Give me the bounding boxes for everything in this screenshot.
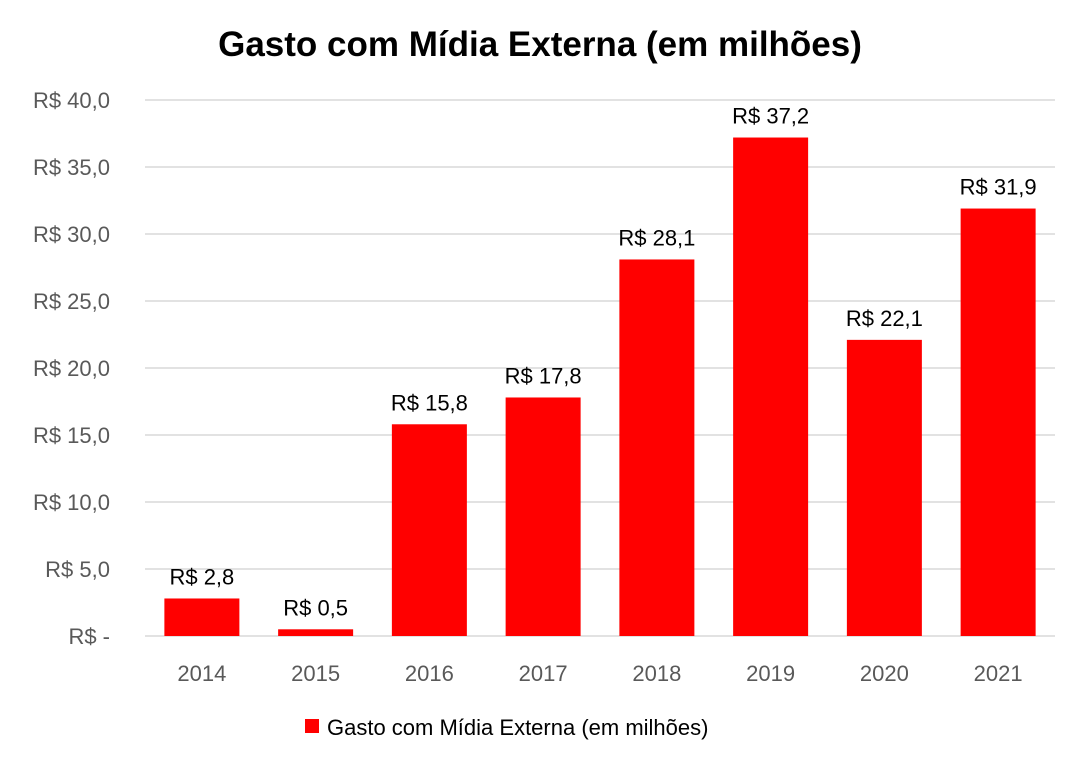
- x-tick-label: 2014: [177, 661, 226, 686]
- x-tick-label: 2017: [519, 661, 568, 686]
- y-tick-label: R$ 35,0: [33, 155, 110, 180]
- y-tick-label: R$ -: [68, 624, 110, 649]
- x-tick-label: 2016: [405, 661, 454, 686]
- data-label: R$ 28,1: [618, 225, 695, 250]
- x-tick-label: 2018: [632, 661, 681, 686]
- data-label: R$ 22,1: [846, 306, 923, 331]
- data-labels: R$ 2,8 R$ 0,5 R$ 15,8 R$ 17,8 R$ 28,1 R$ 37,2…: [169, 104, 1036, 621]
- bar-2019: [733, 137, 809, 636]
- bar-2018: [619, 259, 695, 636]
- bar-2014: [164, 598, 240, 636]
- data-label: R$ 15,8: [391, 390, 468, 415]
- bar-2017: [505, 397, 581, 636]
- chart-title: Gasto com Mídia Externa (em milhões): [218, 25, 862, 64]
- y-tick-label: R$ 5,0: [45, 557, 110, 582]
- y-tick-label: R$ 30,0: [33, 222, 110, 247]
- legend-swatch: [305, 719, 319, 733]
- data-label: R$ 2,8: [169, 564, 234, 589]
- bar-2021: [960, 208, 1036, 637]
- x-tick-label: 2015: [291, 661, 340, 686]
- legend: Gasto com Mídia Externa (em milhões): [305, 715, 708, 740]
- gridlines: [145, 99, 1055, 637]
- bar-2015: [278, 629, 354, 636]
- x-tick-label: 2021: [974, 661, 1023, 686]
- y-tick-label: R$ 40,0: [33, 88, 110, 113]
- bar-2016: [391, 424, 467, 636]
- data-label: R$ 0,5: [283, 595, 348, 620]
- x-tick-label: 2019: [746, 661, 795, 686]
- data-label: R$ 17,8: [505, 363, 582, 388]
- y-tick-label: R$ 25,0: [33, 289, 110, 314]
- data-label: R$ 37,2: [732, 104, 809, 129]
- legend-label: Gasto com Mídia Externa (em milhões): [327, 715, 708, 740]
- x-tick-label: 2020: [860, 661, 909, 686]
- bar-2020: [846, 339, 922, 636]
- x-axis-ticks: 2014 2015 2016 2017 2018 2019 2020 2021: [177, 661, 1022, 686]
- y-tick-label: R$ 20,0: [33, 356, 110, 381]
- y-tick-label: R$ 10,0: [33, 490, 110, 515]
- y-axis-ticks: R$ - R$ 5,0 R$ 10,0 R$ 15,0 R$ 20,0 R$ 25,0 R$…: [33, 88, 110, 649]
- y-tick-label: R$ 15,0: [33, 423, 110, 448]
- data-label: R$ 31,9: [960, 175, 1037, 200]
- bars: [164, 137, 1036, 637]
